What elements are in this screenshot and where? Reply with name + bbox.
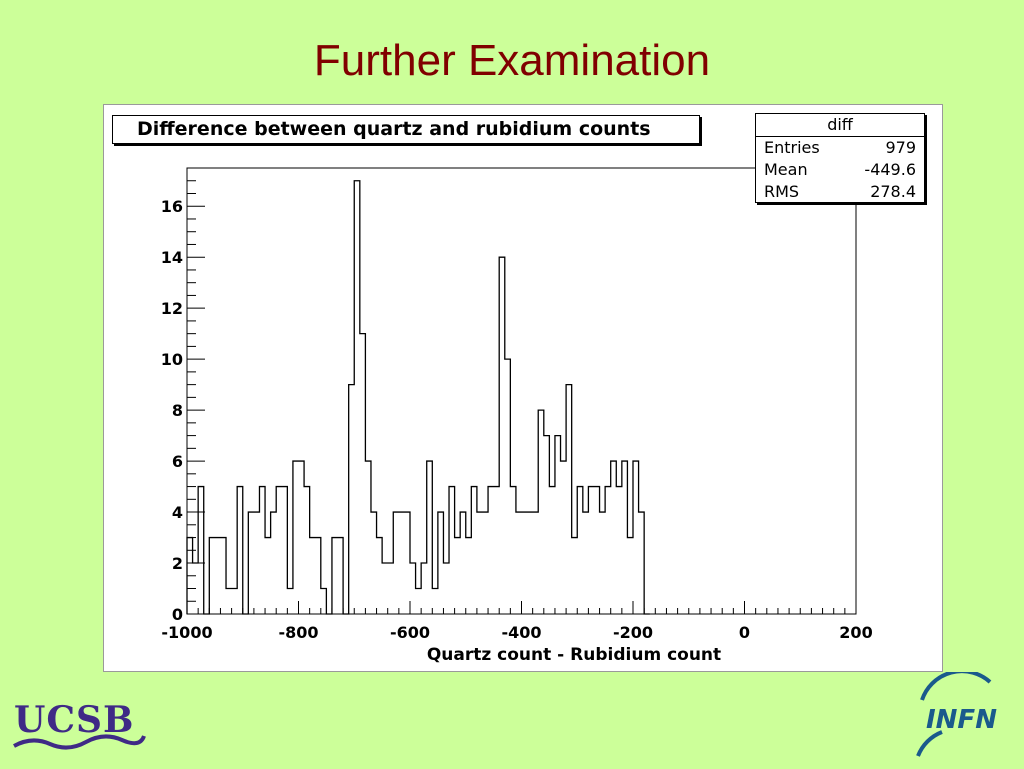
y-tick-label: 12 <box>161 299 183 318</box>
stats-name: diff <box>756 114 924 137</box>
histogram-title: Difference between quartz and rubidium c… <box>112 115 700 144</box>
infn-logo: INFN <box>912 669 1012 769</box>
y-tick-label: 10 <box>161 350 183 369</box>
ucsb-logo-text: UCSB <box>14 699 134 741</box>
x-tick-label: 200 <box>839 623 872 642</box>
x-tick-label: -800 <box>278 623 318 642</box>
stats-box: diff Entries 979 Mean -449.6 RMS 278.4 <box>755 113 925 203</box>
histogram-plot: -1000 -800 -600 -400 -200 0 200 0246810121416 … <box>161 167 873 665</box>
stats-mean-value: -449.6 <box>864 160 916 179</box>
x-tick-label: -400 <box>501 623 541 642</box>
stats-rms-row: RMS 278.4 <box>756 181 924 203</box>
ucsb-logo: UCSB <box>12 698 152 763</box>
stats-rms-value: 278.4 <box>870 182 916 201</box>
y-tick-label: 2 <box>172 554 183 573</box>
stats-entries-value: 979 <box>885 138 916 157</box>
x-tick-label: -200 <box>613 623 653 642</box>
y-tick-label: 6 <box>172 452 183 471</box>
x-tick-label: 0 <box>739 623 750 642</box>
slide-title: Further Examination <box>313 36 711 85</box>
x-axis-label: Quartz count - Rubidium count <box>427 645 721 665</box>
infn-logo-text: INFN <box>926 705 997 735</box>
y-tick-label: 16 <box>161 197 183 216</box>
y-tick-label: 14 <box>161 248 183 267</box>
stats-rms-label: RMS <box>764 182 800 201</box>
x-tick-label: -600 <box>390 623 430 642</box>
x-axis: -1000 -800 -600 -400 -200 0 200 <box>161 601 873 642</box>
histogram-line <box>186 180 650 615</box>
y-axis: 0 2 4 6 8 10 12 14 16 <box>161 167 205 624</box>
y-tick-label: 8 <box>172 401 183 420</box>
x-tick-label: -1000 <box>161 623 212 642</box>
histogram-canvas: -1000 -800 -600 -400 -200 0 200 0 2 4 6 8 10 12 14 16 … <box>103 104 943 672</box>
y-tick-label: 0 <box>172 605 183 624</box>
y-tick-label: 4 <box>172 503 183 522</box>
stats-entries-label: Entries <box>764 138 820 157</box>
stats-entries-row: Entries 979 <box>756 137 924 159</box>
stats-mean-row: Mean -449.6 <box>756 159 924 181</box>
stats-mean-label: Mean <box>764 160 808 179</box>
